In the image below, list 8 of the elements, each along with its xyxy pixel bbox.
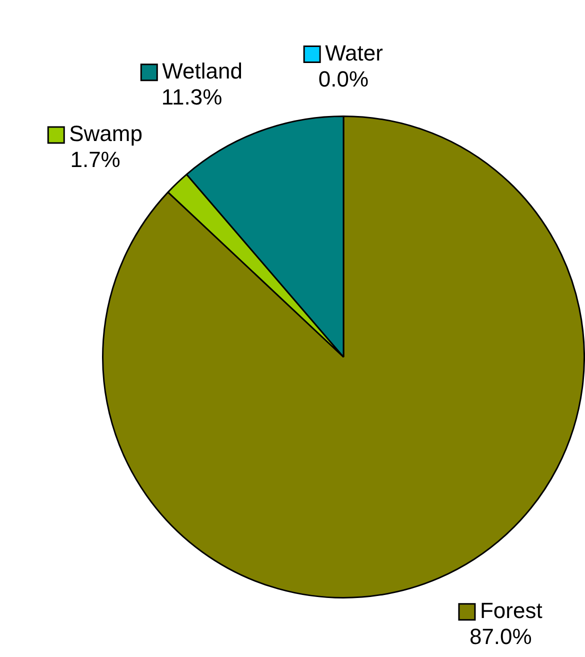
data-label: 1.7%	[70, 147, 120, 172]
data-label: 11.3%	[161, 84, 222, 110]
legend-label: Swamp	[69, 121, 142, 146]
data-label: 87.0%	[469, 624, 532, 649]
legend-label: Wetland	[162, 58, 242, 84]
legend-label: Forest	[480, 598, 542, 623]
legend-label: Water	[325, 40, 383, 66]
text: 0.0%	[318, 66, 369, 92]
